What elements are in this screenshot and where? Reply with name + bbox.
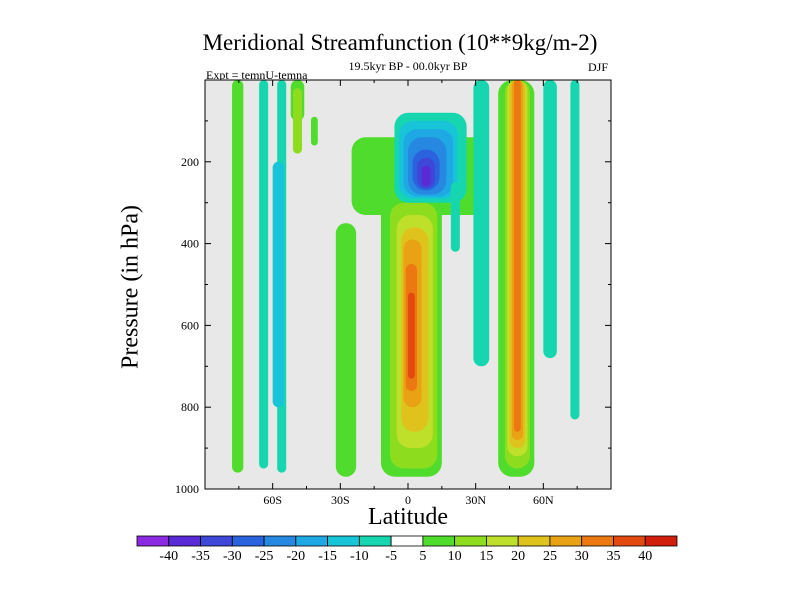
colorbar-label-5: -15: [318, 549, 337, 564]
colorbar-label-14: 35: [606, 549, 620, 564]
colorbar-label-8: 5: [419, 549, 426, 564]
contour-region-24: [473, 80, 490, 367]
colorbar-box-1: [168, 535, 201, 547]
colorbar-box-8: [390, 535, 424, 547]
colorbar-label-7: -5: [385, 549, 397, 564]
colorbar-label-15: 40: [638, 549, 652, 564]
contour-region-5: [292, 88, 302, 154]
y-tick-label-0: 200: [181, 155, 199, 169]
y-tick-label-1: 400: [181, 237, 199, 251]
colorbar-box-14: [581, 535, 614, 547]
colorbar-box-13: [549, 535, 583, 547]
season-label: DJF: [588, 60, 609, 74]
colorbar-label-3: -25: [255, 549, 274, 564]
contour-region-6: [311, 116, 318, 146]
colorbar-box-5: [295, 535, 328, 547]
colorbar-label-12: 25: [543, 549, 557, 564]
y-tick-label-2: 600: [181, 318, 199, 332]
y-tick-label-4: 1000: [175, 482, 199, 496]
contour-region-32: [570, 80, 580, 420]
colorbar-box-15: [613, 535, 646, 547]
x-tick-label-3: 30N: [465, 493, 486, 507]
colorbar-label-10: 15: [479, 549, 493, 564]
contour-region-7: [335, 223, 357, 477]
colorbar-box-12: [517, 535, 551, 547]
colorbar-label-9: 10: [448, 549, 462, 564]
colorbar-box-6: [327, 535, 360, 547]
colorbar-box-10: [454, 535, 487, 547]
colorbar-label-11: 20: [511, 549, 525, 564]
colorbar-label-2: -30: [223, 549, 242, 564]
contour-region-31: [543, 80, 557, 359]
colorbar-box-16: [644, 535, 678, 547]
colorbar-box-9: [422, 535, 456, 547]
contour-fill-group: [232, 80, 580, 477]
contour-region-3: [272, 161, 284, 408]
colorbar-box-3: [231, 535, 265, 547]
colorbar-label-4: -20: [286, 549, 305, 564]
x-tick-label-0: 60S: [263, 493, 282, 507]
x-tick-label-1: 30S: [331, 493, 350, 507]
colorbar-box-2: [200, 535, 233, 547]
contour-region-15: [408, 292, 415, 379]
x-axis-label: Latitude: [368, 504, 448, 530]
colorbar-box-0: [136, 535, 170, 547]
colorbar-label-1: -35: [191, 549, 210, 564]
experiment-label: Expt = temnU-temna: [206, 68, 308, 82]
contour-region-0: [232, 80, 244, 473]
x-tick-label-2: 0: [405, 493, 411, 507]
chart-title: Meridional Streamfunction (10**9kg/m-2): [202, 30, 598, 55]
contour-region-30: [514, 80, 521, 432]
colorbar-label-6: -10: [350, 549, 369, 564]
colorbar-box-7: [358, 535, 392, 547]
contour-region-23: [450, 182, 460, 252]
y-tick-label-3: 800: [181, 400, 199, 414]
x-tick-label-4: 60N: [533, 493, 554, 507]
contour-region-22: [421, 165, 431, 187]
contour-region-1: [259, 80, 269, 469]
colorbar-box-11: [486, 535, 519, 547]
colorbar-label-13: 30: [575, 549, 589, 564]
chart-subtitle: 19.5kyr BP - 00.0kyr BP: [348, 59, 468, 73]
colorbar-label-0: -40: [159, 549, 178, 564]
colorbar-box-4: [263, 535, 297, 547]
